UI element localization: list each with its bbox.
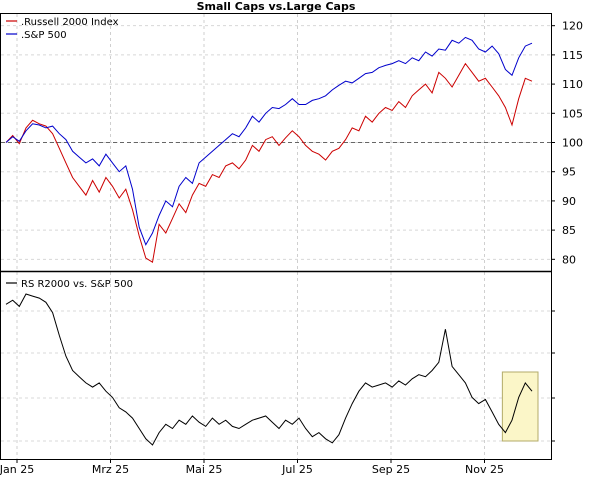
highlight-box	[501, 371, 539, 442]
legend-label-rs: RS R2000 vs. S&P 500	[21, 279, 133, 290]
y-tick-label: 100	[562, 137, 583, 150]
legend-label-russell: .Russell 2000 Index	[21, 17, 119, 28]
x-axis-ticks: Jan 25 Mrz 25 Mai 25 Jul 25 Sep 25 Nov 25	[0, 459, 504, 476]
y-tick-label: 80	[562, 253, 576, 266]
lower-grid	[1, 272, 551, 459]
x-tick-label: Jul 25	[281, 463, 313, 476]
chart-title: Small Caps vs.Large Caps	[197, 0, 356, 13]
x-tick-label: Jan 25	[0, 463, 34, 476]
y-tick-label: 120	[562, 20, 583, 33]
y-tick-label: 85	[562, 224, 576, 237]
x-tick-label: Mrz 25	[92, 463, 129, 476]
y-axis-ticks: 80 85 90 95 100 105 110 115 120	[551, 20, 583, 442]
y-tick-label: 95	[562, 166, 576, 179]
x-tick-label: Mai 25	[186, 463, 223, 476]
y-tick-label: 90	[562, 195, 576, 208]
series-line-russell	[5, 62, 533, 264]
chart-frame	[0, 13, 552, 460]
upper-legend: .Russell 2000 Index .S&P 500	[6, 17, 119, 41]
upper-series-group	[5, 36, 533, 264]
y-tick-label: 110	[562, 78, 583, 91]
series-line-sp500	[5, 36, 533, 246]
y-tick-label: 105	[562, 107, 583, 120]
x-tick-label: Sep 25	[372, 463, 410, 476]
lower-series-group	[5, 293, 533, 446]
lower-legend: RS R2000 vs. S&P 500	[6, 279, 133, 290]
legend-label-sp500: .S&P 500	[21, 30, 67, 41]
series-line-rs	[5, 293, 533, 446]
upper-grid	[1, 14, 551, 271]
y-tick-label: 115	[562, 49, 583, 62]
x-tick-label: Nov 25	[465, 463, 504, 476]
highlight-rect	[501, 371, 539, 442]
